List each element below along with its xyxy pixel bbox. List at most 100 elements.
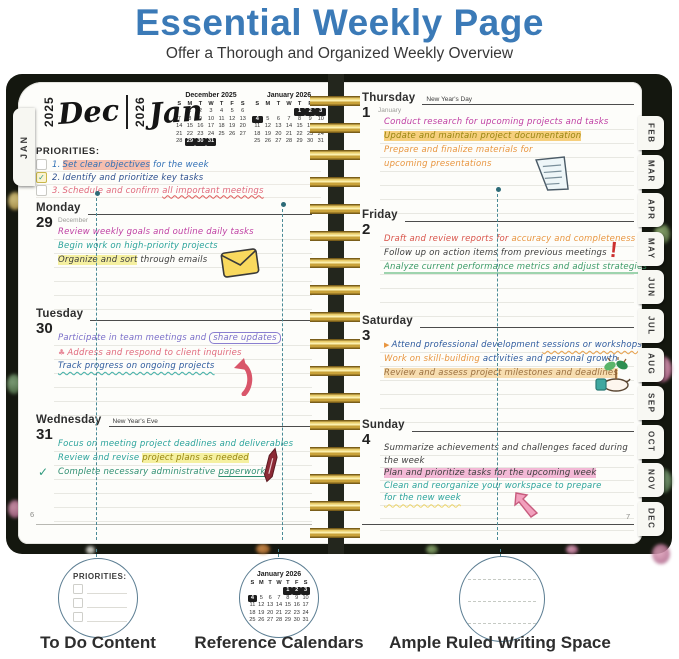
calendar-day: [284, 108, 295, 116]
callout-todo-circle: PRIORITIES:: [58, 558, 138, 638]
note-text: through emails: [137, 255, 208, 265]
calendar-day: 5: [259, 594, 263, 601]
day-tuesday: Tuesday 30 Participate in team meetings …: [36, 308, 312, 416]
day-monday: Monday 29 December Review weekly goals a…: [36, 202, 312, 310]
tab-dec[interactable]: DEC: [638, 502, 664, 536]
year-left: 2025: [42, 96, 56, 128]
day-saturday: Saturday 3 ▶ Attend professional developm…: [362, 315, 642, 423]
weekday-header: W: [208, 101, 214, 107]
calendar-day: 23: [197, 130, 204, 137]
planner: 2025 Dec 2026 Jan December 2025 S M T W T F S 1 2…: [6, 74, 672, 564]
callout-checkbox-row: [73, 612, 137, 622]
calendar-day: 8: [286, 594, 290, 601]
calendar-day: [263, 108, 274, 116]
ruled-line: [87, 586, 127, 594]
connector-stub: [96, 549, 97, 557]
tab-apr[interactable]: APR: [638, 193, 664, 228]
calendar-day: 29: [296, 138, 303, 144]
calendar-day: 8: [298, 115, 302, 122]
day-rule: [90, 311, 312, 321]
day-number: 29: [36, 214, 53, 231]
calendar-day: 16: [197, 123, 204, 129]
calendar-day: 7: [277, 594, 281, 601]
note-text-highlight: project plans as needed: [142, 453, 249, 463]
calendar-day: 4: [220, 108, 224, 114]
callout-label-ruled: Ample Ruled Writing Space: [389, 633, 611, 652]
calendar-day: 6: [241, 108, 245, 114]
weekday-header: F: [295, 580, 299, 586]
note-text-boxed: share updates: [209, 332, 281, 344]
note-text: Follow up on action items from previous …: [384, 248, 607, 258]
pen-icon: [263, 447, 278, 483]
weekday-header: M: [258, 580, 264, 586]
tab-jul[interactable]: JUL: [638, 309, 664, 343]
calendar-day: 19: [264, 130, 271, 137]
floral-decoration: [256, 544, 270, 554]
checkbox-checked[interactable]: ✓: [36, 172, 47, 183]
weekday-header: T: [198, 101, 203, 107]
priority-text: Schedule and confirm: [62, 185, 163, 196]
day-rule: [404, 212, 634, 222]
calendar-day: [248, 587, 257, 595]
connector-stub: [278, 549, 279, 557]
day-sunday: Sunday 4 Summarize achievements and chal…: [362, 419, 634, 532]
calendar-day: 2: [198, 108, 202, 114]
note-text: Track progress on ongoing projects: [58, 361, 215, 371]
tab-jan[interactable]: JAN: [13, 108, 35, 186]
priority-item-3: 3. Schedule and confirm all important mee…: [36, 184, 321, 198]
tab-feb[interactable]: FEB: [638, 116, 664, 150]
day-notes: Conduct research for upcoming projects a…: [380, 105, 634, 214]
note-text-underlined: sessions or workshops: [542, 340, 642, 350]
day-wednesday: Wednesday New Year's Eve 31 Focus on meet…: [36, 414, 312, 522]
calendar-day: 28: [176, 138, 183, 144]
weekday-header: M: [265, 101, 271, 107]
tab-jun[interactable]: JUN: [638, 270, 664, 305]
weekday-header: F: [230, 101, 234, 107]
note-text: accuracy and completeness: [511, 234, 636, 244]
calendar-day: 24: [302, 609, 309, 616]
note-text: Draft and review reports for: [384, 234, 512, 244]
floral-decoration: [566, 545, 578, 554]
note-text-highlight: Review and assess project milestones and…: [384, 368, 618, 378]
tab-may[interactable]: MAY: [638, 231, 664, 266]
note-text: Clean and reorganize your workspace to p…: [384, 480, 602, 491]
calendar-day: [237, 138, 248, 146]
tab-oct[interactable]: OCT: [638, 424, 664, 459]
checkbox-unchecked[interactable]: [36, 159, 47, 170]
calendar-title: January 2026: [266, 92, 312, 99]
calendar-day: 4: [252, 115, 263, 123]
checkbox-unchecked[interactable]: [36, 185, 47, 196]
calendar-day: 28: [285, 138, 293, 144]
day-number: 30: [36, 320, 53, 337]
tab-nov[interactable]: NOV: [638, 463, 664, 498]
note-text: Work on skill-building: [384, 354, 480, 364]
weekday-header: S: [240, 101, 245, 107]
calendar-day: 13: [239, 115, 246, 122]
day-notes: Focus on meeting project deadlines and d…: [38, 427, 312, 522]
tab-aug[interactable]: AUG: [638, 347, 664, 382]
note-text-highlight: Update and maintain project documentatio…: [384, 131, 582, 141]
calendar-day: 16: [293, 602, 300, 608]
ruled-line: [87, 600, 127, 608]
header: Essential Weekly Page Offer a Thorough a…: [0, 0, 679, 63]
tab-label: JUN: [646, 277, 656, 298]
calendar-day: [252, 108, 263, 116]
calendar-day: 1: [283, 587, 293, 595]
day-friday: Friday 2 Draft and review reports for ac…: [362, 209, 648, 317]
note-text-highlight: Organize and sort: [58, 255, 138, 265]
tab-label: AUG: [646, 353, 656, 376]
calendar-day: 12: [258, 602, 265, 608]
day-notes: Summarize achievements and challenges fa…: [380, 432, 634, 532]
envelope-icon: [220, 248, 260, 278]
tab-mar[interactable]: MAR: [638, 154, 664, 189]
ruled-line: [468, 601, 536, 602]
ruled-line: [468, 579, 536, 580]
floral-decoration: [652, 544, 670, 564]
calendar-day: 14: [275, 602, 283, 608]
tab-sep[interactable]: SEP: [638, 386, 664, 421]
calendar-day: [275, 587, 284, 595]
tab-label: JAN: [19, 134, 29, 159]
day-rule: New Year's Day: [422, 95, 634, 105]
weekday-header: W: [276, 580, 282, 586]
